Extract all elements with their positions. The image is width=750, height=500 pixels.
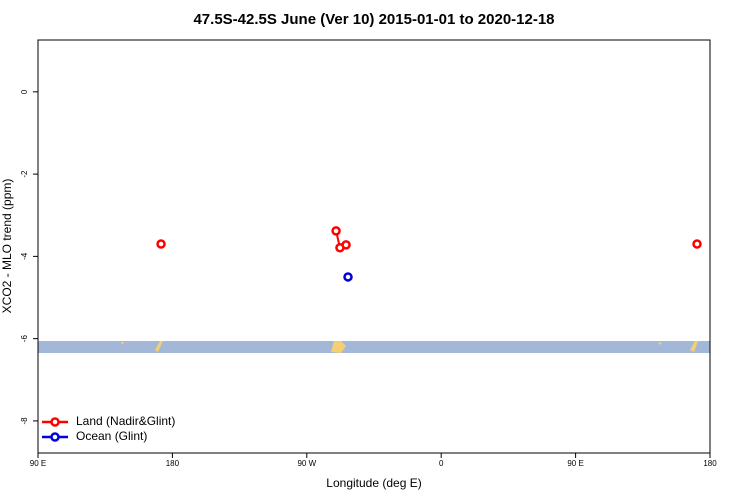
chart-title: 47.5S-42.5S June (Ver 10) 2015-01-01 to … xyxy=(193,11,554,28)
x-axis-label: Longitude (deg E) xyxy=(326,476,421,490)
y-axis-label: XCO2 - MLO trend (ppm) xyxy=(0,179,14,314)
data-point xyxy=(156,239,166,249)
legend-marker xyxy=(50,432,60,442)
map-strip xyxy=(38,341,710,353)
legend-label: Land (Nadir&Glint) xyxy=(76,414,175,428)
legend-marker xyxy=(50,417,60,427)
x-tick-label: 90 W xyxy=(297,459,316,468)
x-tick-label: 0 xyxy=(439,459,444,468)
x-tick-label: 180 xyxy=(166,459,180,468)
data-point xyxy=(343,272,353,282)
x-tick-label: 90 E xyxy=(567,459,583,468)
data-point xyxy=(692,239,702,249)
ocean-strip xyxy=(38,341,710,353)
data-point xyxy=(341,240,351,250)
y-tick-label: -6 xyxy=(20,335,29,343)
x-tick-label: 180 xyxy=(703,459,717,468)
plot-frame xyxy=(37,39,711,454)
data-point xyxy=(331,226,341,236)
y-tick-label: 0 xyxy=(20,89,29,94)
y-tick-label: -4 xyxy=(20,252,29,260)
y-tick-label: -8 xyxy=(20,417,29,425)
x-tick-label: 90 E xyxy=(30,459,46,468)
legend-label: Ocean (Glint) xyxy=(76,429,147,443)
y-tick-label: -2 xyxy=(20,170,29,178)
